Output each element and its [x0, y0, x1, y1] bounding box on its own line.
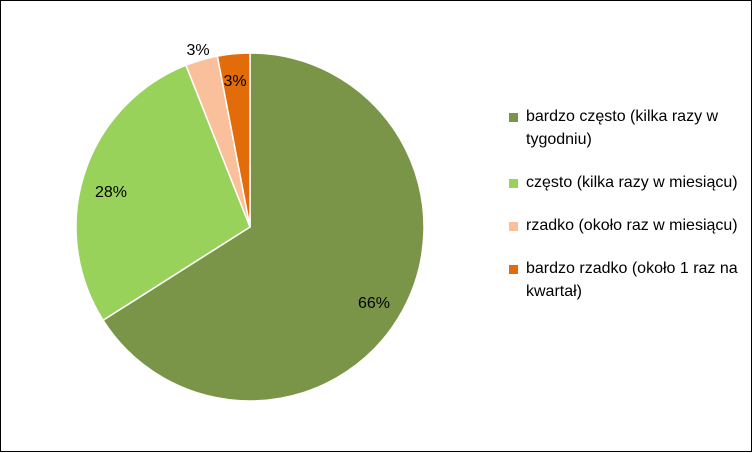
legend-item-czesto: często (kilka razy w miesiącu) [509, 171, 749, 194]
legend-item-bardzo-rzadko: bardzo rzadko (około 1 raz na kwartał) [509, 257, 749, 303]
legend-label: rzadko (około raz w miesiącu) [526, 217, 738, 234]
pie-slice-1 [75, 64, 251, 322]
legend-label: często (kilka razy w miesiącu) [526, 174, 738, 191]
pie-slices [75, 52, 425, 402]
slice-data-label-2: 3% [186, 42, 209, 59]
legend-label: bardzo rzadko (około 1 raz na kwartał) [526, 260, 738, 300]
pie-slice-3 [216, 52, 251, 228]
slice-data-label-3: 3% [223, 73, 246, 90]
legend: bardzo często (kilka razy w tygodniu) cz… [509, 105, 749, 323]
legend-swatch-czesto [509, 179, 518, 188]
slice-data-label-0: 66% [358, 295, 390, 312]
pie-slice-0 [102, 52, 425, 402]
legend-item-rzadko: rzadko (około raz w miesiącu) [509, 214, 749, 237]
pie-data-labels: 66% 28% 3% 3% [95, 42, 390, 312]
slice-data-label-1: 28% [95, 184, 127, 201]
legend-swatch-bardzo-rzadko [509, 265, 518, 274]
legend-label: bardzo często (kilka razy w tygodniu) [526, 108, 719, 148]
legend-swatch-rzadko [509, 222, 518, 231]
legend-swatch-bardzo-czesto [509, 113, 518, 122]
legend-item-bardzo-czesto: bardzo często (kilka razy w tygodniu) [509, 105, 749, 151]
